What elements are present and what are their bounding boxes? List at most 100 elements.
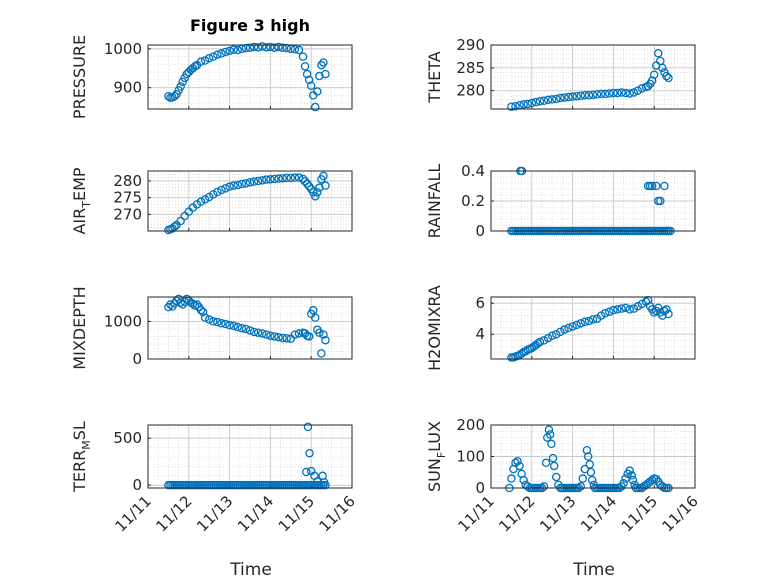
y-tick-label: 500	[113, 429, 142, 447]
data-point	[221, 319, 230, 329]
data-point	[290, 330, 300, 339]
data-point	[633, 302, 643, 311]
data-point	[560, 325, 569, 334]
data-point	[649, 70, 659, 79]
data-point	[229, 181, 238, 190]
data-point	[552, 94, 561, 104]
data-point	[245, 326, 255, 335]
data-point	[286, 173, 296, 183]
data-point	[587, 475, 597, 485]
data-point	[560, 93, 569, 102]
y-tick-label: 1000	[104, 312, 142, 330]
data-point	[313, 87, 322, 96]
data-point	[262, 175, 271, 184]
y-tick-label: 0	[475, 222, 485, 240]
data-point	[176, 298, 185, 307]
data-point	[225, 320, 234, 330]
axes-frame	[147, 170, 353, 232]
data-point	[580, 317, 590, 327]
data-point	[588, 315, 598, 324]
data-point	[249, 327, 259, 337]
y-tick-label: 285	[456, 59, 485, 77]
data-point	[651, 474, 661, 484]
data-point	[245, 178, 255, 187]
data-point	[539, 96, 549, 106]
data-point	[257, 42, 267, 51]
data-point	[282, 173, 291, 183]
data-point	[527, 98, 537, 108]
data-point	[225, 46, 234, 56]
data-point	[294, 45, 304, 55]
data-point	[547, 331, 557, 340]
data-point	[609, 305, 618, 315]
data-point	[633, 86, 643, 95]
data-point	[178, 300, 187, 309]
data-point	[270, 332, 279, 341]
data-point	[266, 175, 275, 184]
data-point	[600, 309, 610, 318]
data-point	[170, 91, 179, 101]
data-point	[176, 216, 185, 226]
data-point	[600, 89, 610, 99]
data-point	[517, 349, 526, 358]
data-point	[619, 479, 628, 488]
data-point	[605, 89, 614, 98]
data-point	[303, 422, 313, 432]
data-point	[274, 332, 283, 342]
data-point	[200, 195, 210, 204]
data-point	[164, 91, 173, 101]
data-point	[217, 185, 226, 195]
data-point	[658, 63, 667, 73]
data-point	[209, 317, 218, 326]
data-point	[596, 89, 606, 99]
data-point	[311, 102, 320, 112]
data-point	[196, 57, 206, 66]
x-tick-label: 11/16	[659, 492, 702, 535]
data-point	[311, 313, 320, 322]
y-tick-label: 4	[475, 325, 485, 343]
subplot-theta: 280 285 290 THETA	[425, 36, 696, 111]
x-tick-label: 11/13	[193, 492, 236, 535]
y-axis-label: AIRTEMP	[70, 167, 93, 234]
data-point	[282, 334, 291, 343]
data-point	[609, 88, 618, 98]
data-point	[617, 304, 626, 313]
data-point	[539, 336, 549, 345]
data-point	[237, 323, 247, 333]
data-point	[627, 471, 637, 480]
data-point	[305, 448, 314, 458]
data-point	[660, 181, 669, 191]
data-point	[544, 425, 554, 434]
data-point	[629, 88, 639, 97]
subplot-mixdepth: 0 1000 MIXDEPTH	[70, 286, 353, 370]
data-point	[552, 329, 561, 339]
data-point	[321, 69, 330, 79]
data-point	[654, 48, 663, 58]
y-axis-label: THETA	[425, 51, 444, 103]
data-point	[586, 467, 596, 477]
data-point	[257, 176, 267, 185]
data-point	[621, 88, 630, 98]
data-point	[249, 42, 259, 52]
data-point	[253, 176, 263, 186]
data-point	[523, 482, 532, 491]
data-point	[204, 315, 214, 324]
data-point	[170, 222, 179, 231]
data-point	[294, 173, 304, 182]
data-point	[664, 73, 673, 83]
x-tick-label: 11/15	[275, 492, 318, 535]
data-point	[582, 445, 592, 455]
data-point	[625, 305, 634, 314]
data-point	[662, 71, 671, 81]
y-tick-label: 6	[475, 294, 485, 312]
data-point	[572, 91, 581, 101]
data-point	[278, 333, 287, 343]
data-point	[319, 330, 328, 339]
data-point	[596, 311, 606, 320]
data-point	[290, 45, 300, 54]
y-tick-label: 100	[456, 448, 485, 466]
data-point	[580, 91, 590, 100]
axes-frame	[147, 424, 353, 489]
data-point	[647, 76, 657, 85]
axes-frame	[490, 170, 696, 232]
